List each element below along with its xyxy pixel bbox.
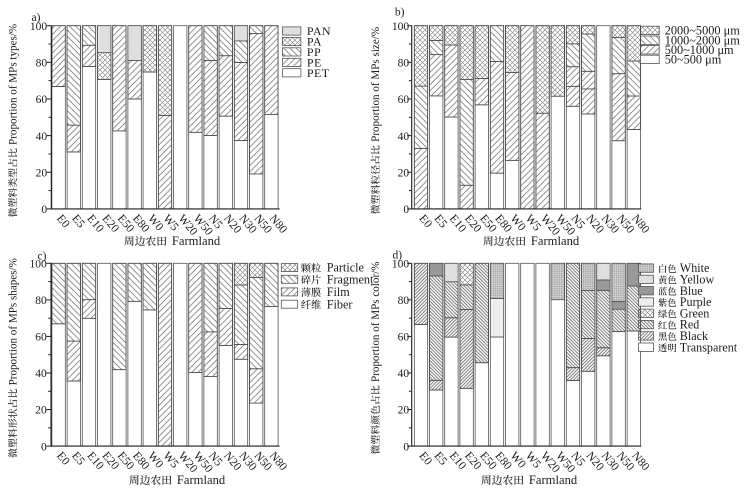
svg-text:PE: PE: [307, 56, 322, 70]
svg-text:Green: Green: [680, 306, 710, 320]
svg-text:0: 0: [41, 441, 47, 453]
svg-text:100: 100: [392, 259, 410, 271]
svg-text:Farmland: Farmland: [531, 234, 580, 248]
svg-text:PAN: PAN: [307, 24, 331, 38]
svg-text:a): a): [32, 12, 41, 24]
svg-text:80: 80: [398, 295, 410, 307]
svg-text:20: 20: [36, 168, 48, 180]
svg-text:Fragment: Fragment: [327, 272, 374, 286]
svg-text:20: 20: [398, 405, 410, 417]
svg-text:d): d): [393, 250, 403, 262]
svg-text:80: 80: [35, 295, 47, 307]
svg-text:Farmland: Farmland: [529, 473, 578, 487]
svg-text:100: 100: [392, 21, 410, 33]
svg-text:Red: Red: [680, 318, 699, 332]
svg-text:Fiber: Fiber: [327, 297, 353, 311]
svg-text:Purple: Purple: [680, 295, 712, 309]
svg-text:80: 80: [398, 58, 410, 70]
svg-text:0: 0: [403, 441, 409, 453]
svg-text:60: 60: [35, 332, 47, 344]
svg-text:100: 100: [30, 259, 48, 271]
svg-text:1000~2000 μm: 1000~2000 μm: [665, 33, 741, 47]
svg-text:Blue: Blue: [680, 284, 703, 298]
svg-text:40: 40: [35, 368, 47, 380]
svg-text:40: 40: [36, 131, 48, 143]
svg-text:Proportion of MPs size/%: Proportion of MPs size/%: [370, 27, 382, 142]
svg-text:Yellow: Yellow: [680, 273, 715, 287]
svg-text:Proportion of MPs color/%: Proportion of MPs color/%: [370, 262, 382, 383]
svg-text:80: 80: [36, 58, 48, 70]
svg-text:0: 0: [41, 204, 47, 216]
svg-text:Transparent: Transparent: [680, 340, 738, 354]
svg-text:60: 60: [398, 94, 410, 106]
svg-text:Proportion of MPs shapes/%: Proportion of MPs shapes/%: [7, 258, 19, 385]
svg-text:Particle: Particle: [327, 261, 364, 275]
svg-text:60: 60: [398, 332, 410, 344]
svg-text:60: 60: [36, 94, 48, 106]
svg-text:20: 20: [398, 168, 410, 180]
svg-text:40: 40: [398, 368, 410, 380]
svg-text:40: 40: [398, 131, 410, 143]
svg-text:PA: PA: [307, 35, 322, 49]
svg-text:Film: Film: [327, 285, 351, 299]
svg-text:Black: Black: [680, 329, 709, 343]
svg-text:PET: PET: [307, 66, 330, 80]
svg-text:b): b): [395, 7, 405, 19]
svg-text:500~1000 μm: 500~1000 μm: [665, 43, 734, 57]
svg-text:2000~5000 μm: 2000~5000 μm: [665, 24, 741, 38]
svg-text:0: 0: [403, 204, 409, 216]
svg-text:White: White: [680, 261, 710, 275]
svg-text:Farmland: Farmland: [177, 473, 226, 487]
svg-text:c): c): [38, 251, 47, 263]
svg-text:100: 100: [30, 21, 48, 33]
svg-text:Farmland: Farmland: [172, 234, 221, 248]
svg-text:PP: PP: [307, 45, 321, 59]
svg-text:Proportion of MPs types/%: Proportion of MPs types/%: [7, 24, 19, 145]
svg-text:50~500 μm: 50~500 μm: [665, 53, 722, 67]
svg-text:20: 20: [35, 405, 47, 417]
